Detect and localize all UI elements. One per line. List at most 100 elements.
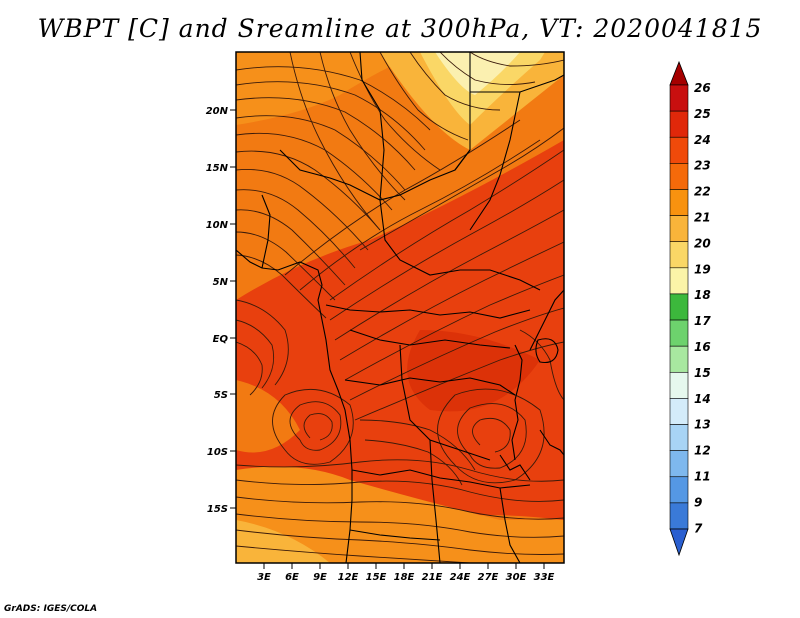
lon-label: 18E <box>394 572 415 583</box>
streamline <box>236 66 431 131</box>
streamline <box>236 319 275 389</box>
lon-label: 21E <box>422 572 443 583</box>
colorbar-swatch <box>669 136 689 164</box>
colorbar-label: 18 <box>694 288 711 302</box>
streamline <box>329 179 564 321</box>
colorbar-label: 23 <box>694 159 711 173</box>
streamline <box>379 52 469 141</box>
streamline <box>236 209 346 286</box>
colorbar-top-arrow <box>669 60 689 86</box>
streamline <box>364 439 463 486</box>
field-nw-moderate <box>236 52 420 125</box>
colorbar-swatch <box>669 319 689 347</box>
lat-label: 20N <box>206 106 229 117</box>
colorbar-label: 9 <box>694 495 702 509</box>
streamline <box>299 139 541 291</box>
border-segment <box>359 52 385 201</box>
field-core-warm <box>236 140 564 540</box>
streamline <box>284 119 521 276</box>
border-segment <box>261 194 271 269</box>
streamline <box>349 307 564 401</box>
border-segment <box>470 74 564 93</box>
border-segment <box>499 454 531 481</box>
border-segment <box>399 344 491 461</box>
colorbar-label: 13 <box>694 418 711 432</box>
border-segment <box>349 529 441 541</box>
streamline <box>289 52 381 231</box>
streamline <box>409 52 501 111</box>
field-north-palest <box>435 52 520 95</box>
colorbar-swatch <box>669 215 689 243</box>
streamline <box>439 52 536 85</box>
colorbar-label: 11 <box>694 470 711 484</box>
grads-credit: GrADS: IGES/COLA <box>4 604 98 614</box>
country-borders <box>236 52 564 563</box>
colorbar-bottom-arrow <box>669 528 689 557</box>
lake-shore <box>511 344 523 461</box>
streamline <box>469 52 564 67</box>
streamline <box>457 403 527 469</box>
streamline <box>349 52 441 171</box>
colorbar-label: 19 <box>694 262 711 276</box>
streamline <box>329 149 564 301</box>
lon-label: 12E <box>338 572 359 583</box>
lat-labels: 20N 15N 10N 5N EQ 5S 10S 15S <box>206 106 229 515</box>
colorbar-swatch <box>669 84 689 112</box>
colorbar-label: 20 <box>694 236 711 250</box>
colorbar-swatch <box>669 293 689 321</box>
lat-label: 5N <box>213 277 229 288</box>
border-segment <box>454 52 471 171</box>
coastline-west <box>236 249 353 563</box>
streamlines <box>236 52 564 563</box>
streamline <box>236 459 564 482</box>
streamline <box>236 81 426 151</box>
colorbar-swatch <box>669 398 689 425</box>
colorbar-swatch <box>669 110 689 138</box>
streamline <box>236 529 564 555</box>
border-segment <box>379 199 541 291</box>
lat-label: 10N <box>206 220 229 231</box>
colorbar-label: 25 <box>694 107 711 121</box>
streamline <box>359 127 564 251</box>
colorbar-labels: 26 25 24 23 22 21 20 19 18 17 16 15 14 13 12 11 9 7 <box>694 81 711 535</box>
streamline <box>289 401 342 451</box>
lat-label: 10S <box>207 447 228 458</box>
streamline <box>236 341 263 396</box>
lat-ticks <box>230 109 236 509</box>
map-title: WBPT [C] and Sreamline at 300hPa, VT: 20… <box>37 14 763 43</box>
streamline <box>359 419 476 471</box>
colorbar-swatch <box>669 163 689 190</box>
streamline <box>472 417 511 453</box>
border-segment <box>344 377 516 396</box>
colorbar-label: 21 <box>694 211 711 225</box>
streamline <box>272 388 354 465</box>
border-segment <box>499 487 521 563</box>
streamline <box>303 413 333 441</box>
streamline <box>339 241 564 361</box>
lon-label: 24E <box>450 572 471 583</box>
streamline <box>236 169 369 251</box>
colorbar-swatch <box>669 189 689 216</box>
colorbar-label: 12 <box>694 444 711 458</box>
lon-label: 33E <box>534 572 555 583</box>
lon-label: 3E <box>257 572 271 583</box>
border-segment <box>325 304 531 319</box>
lon-ticks <box>263 563 545 569</box>
lake-victoria <box>535 338 559 364</box>
colorbar-swatch <box>669 345 689 373</box>
colorbar-swatch <box>669 502 689 530</box>
streamline <box>236 115 406 191</box>
streamline <box>236 299 289 386</box>
streamline <box>354 341 564 421</box>
streamline <box>236 496 564 520</box>
lon-label: 30E <box>506 572 527 583</box>
lat-label: EQ <box>213 334 229 345</box>
border-segment <box>539 429 564 456</box>
colorbar-label: 22 <box>694 185 711 199</box>
colorbar-swatch <box>669 450 689 478</box>
border-segment <box>529 289 564 351</box>
streamline <box>236 189 356 269</box>
streamline <box>236 513 564 538</box>
field-south-moderate <box>236 466 564 563</box>
